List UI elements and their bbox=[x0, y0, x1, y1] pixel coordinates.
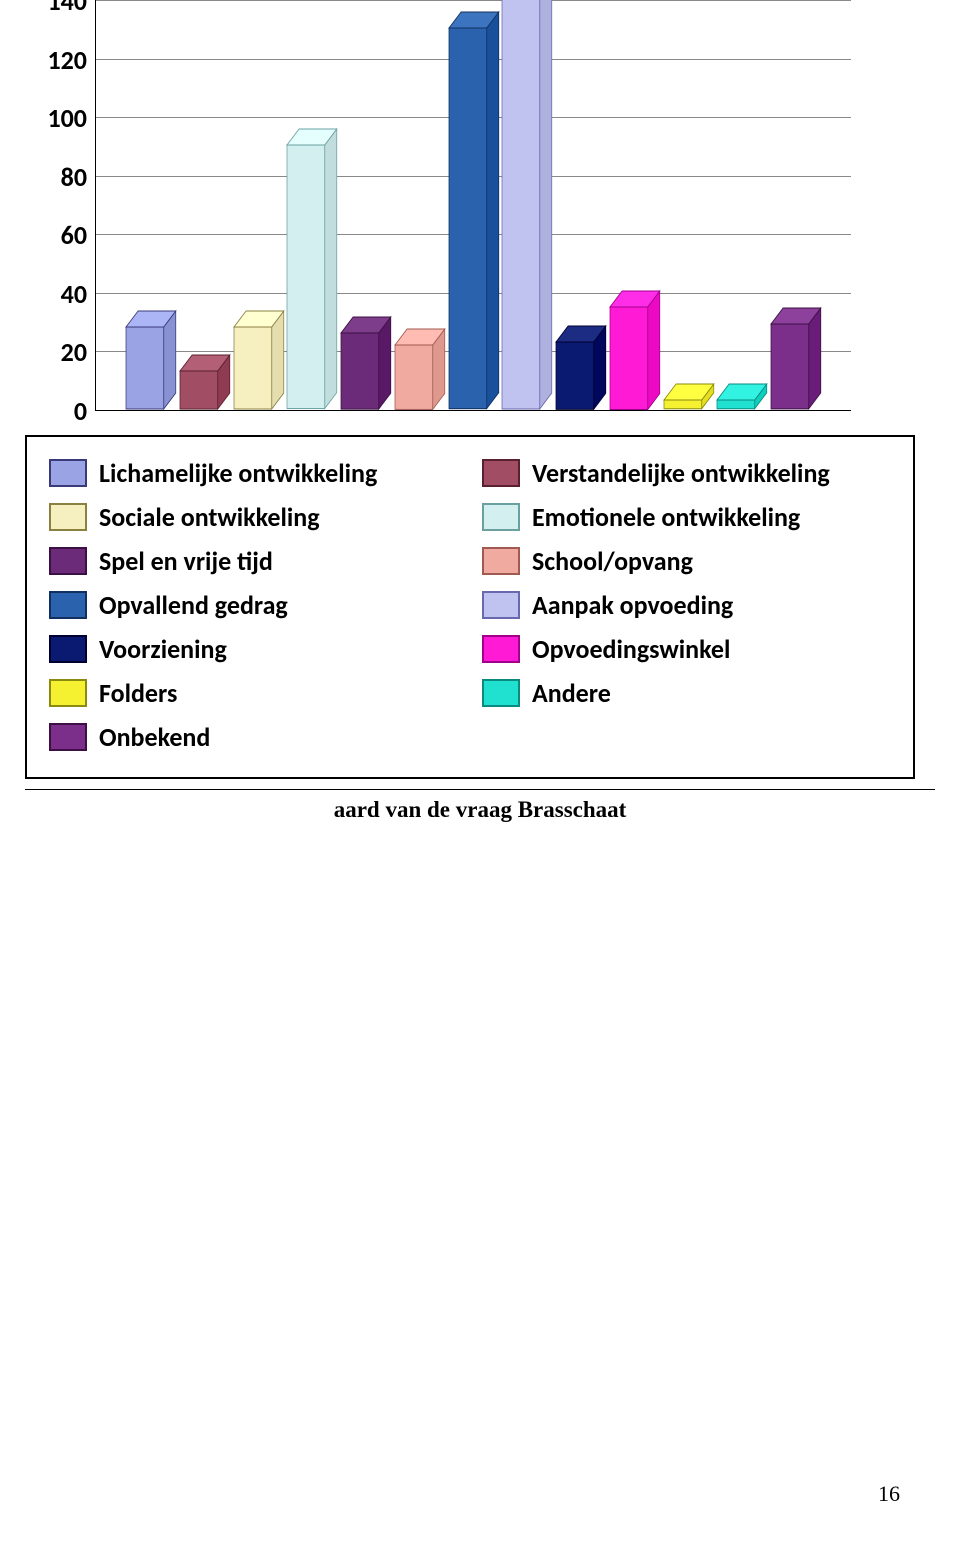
bar bbox=[717, 400, 767, 409]
legend-label: Andere bbox=[532, 677, 611, 709]
y-axis-label: 20 bbox=[25, 336, 87, 366]
legend-label: Sociale ontwikkeling bbox=[99, 501, 320, 533]
y-axis-label: 140 bbox=[25, 0, 87, 15]
bar bbox=[126, 327, 176, 409]
caption-divider bbox=[25, 789, 935, 790]
legend-item: Opvoedingswinkel bbox=[482, 633, 891, 665]
legend-label: Opvallend gedrag bbox=[99, 589, 288, 621]
bar bbox=[556, 342, 606, 409]
legend-label: Folders bbox=[99, 677, 177, 709]
legend-item: Verstandelijke ontwikkeling bbox=[482, 457, 891, 489]
legend-item: Aanpak opvoeding bbox=[482, 589, 891, 621]
legend-swatch bbox=[49, 503, 87, 531]
legend-item: Folders bbox=[49, 677, 458, 709]
legend-label: Voorziening bbox=[99, 633, 227, 665]
legend-label: Onbekend bbox=[99, 721, 210, 753]
y-axis-label: 40 bbox=[25, 278, 87, 308]
page-number: 16 bbox=[878, 1481, 900, 1507]
bar bbox=[395, 345, 445, 409]
legend-item: Andere bbox=[482, 677, 891, 709]
bar bbox=[341, 333, 391, 409]
legend-item: Lichamelijke ontwikkeling bbox=[49, 457, 458, 489]
y-axis-label: 120 bbox=[25, 44, 87, 74]
bar bbox=[449, 28, 499, 409]
chart-legend: Lichamelijke ontwikkeling Verstandelijke … bbox=[25, 435, 915, 779]
legend-item: Opvallend gedrag bbox=[49, 589, 458, 621]
legend-swatch bbox=[482, 547, 520, 575]
legend-swatch bbox=[49, 679, 87, 707]
legend-swatch bbox=[482, 503, 520, 531]
legend-swatch bbox=[49, 591, 87, 619]
legend-item: Emotionele ontwikkeling bbox=[482, 501, 891, 533]
legend-item: Voorziening bbox=[49, 633, 458, 665]
bar bbox=[180, 371, 230, 409]
legend-swatch bbox=[482, 459, 520, 487]
bar bbox=[234, 327, 284, 409]
bar bbox=[287, 145, 337, 409]
y-axis-label: 0 bbox=[25, 395, 87, 425]
legend-item: Sociale ontwikkeling bbox=[49, 501, 458, 533]
y-axis-label: 60 bbox=[25, 219, 87, 249]
legend-swatch bbox=[482, 635, 520, 663]
legend-label: Emotionele ontwikkeling bbox=[532, 501, 800, 533]
bar-chart bbox=[95, 0, 851, 411]
legend-item: Onbekend bbox=[49, 721, 458, 753]
legend-swatch bbox=[482, 679, 520, 707]
legend-swatch bbox=[49, 459, 87, 487]
bar bbox=[610, 307, 660, 410]
legend-swatch bbox=[482, 591, 520, 619]
legend-label: Opvoedingswinkel bbox=[532, 633, 730, 665]
legend-swatch bbox=[49, 723, 87, 751]
y-axis-label: 80 bbox=[25, 161, 87, 191]
legend-label: School/opvang bbox=[532, 545, 693, 577]
legend-label: Lichamelijke ontwikkeling bbox=[99, 457, 377, 489]
legend-label: Verstandelijke ontwikkeling bbox=[532, 457, 830, 489]
legend-item bbox=[482, 721, 891, 753]
chart-caption: aard van de vraag Brasschaat bbox=[0, 797, 960, 823]
bar bbox=[664, 400, 714, 409]
legend-item: Spel en vrije tijd bbox=[49, 545, 458, 577]
legend-swatch bbox=[49, 547, 87, 575]
legend-label: Aanpak opvoeding bbox=[532, 589, 733, 621]
legend-swatch bbox=[49, 635, 87, 663]
page: 0 20 40 60 80 100 120 140 Lichamelijke ontwikke… bbox=[0, 0, 960, 1545]
bar bbox=[771, 324, 821, 409]
bar bbox=[502, 0, 552, 409]
y-axis-label: 100 bbox=[25, 102, 87, 132]
legend-item: School/opvang bbox=[482, 545, 891, 577]
legend-label: Spel en vrije tijd bbox=[99, 545, 273, 577]
